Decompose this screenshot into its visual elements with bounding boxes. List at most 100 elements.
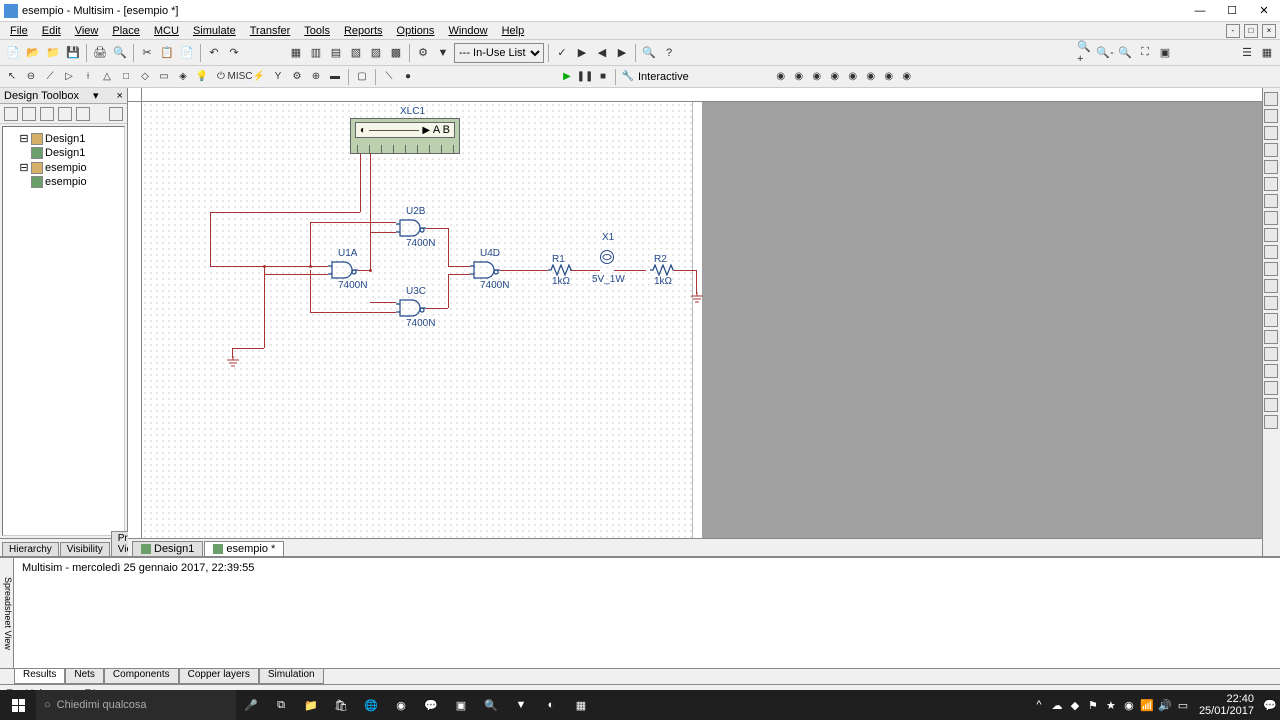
toolbox-close-icon[interactable]: × <box>117 90 123 102</box>
zoom-out-icon[interactable]: 🔍- <box>1096 44 1114 62</box>
tray-volume-icon[interactable]: 🔊 <box>1157 697 1173 713</box>
source-icon[interactable]: ⊖ <box>23 69 39 85</box>
task-app3-icon[interactable]: ▼ <box>506 690 536 720</box>
tray-lang-icon[interactable]: ▭ <box>1175 697 1191 713</box>
diode-icon[interactable]: ▷ <box>61 69 77 85</box>
tray-5-icon[interactable]: ◉ <box>1121 697 1137 713</box>
mdi-minimize[interactable]: - <box>1226 24 1240 38</box>
task-view-icon[interactable]: ⧉ <box>266 690 296 720</box>
instrument-4-icon[interactable] <box>1264 143 1278 157</box>
probe-6-icon[interactable]: ◉ <box>863 69 879 85</box>
btab-simulation[interactable]: Simulation <box>259 669 324 684</box>
layout-3-icon[interactable]: ▤ <box>327 44 345 62</box>
layout-4-icon[interactable]: ▧ <box>347 44 365 62</box>
instrument-12-icon[interactable] <box>1264 279 1278 293</box>
gate-u3c[interactable] <box>396 296 428 320</box>
redo-button[interactable]: ↷ <box>225 44 243 62</box>
misc-icon[interactable]: MISC <box>232 69 248 85</box>
gate-u1a[interactable] <box>328 258 360 282</box>
probe-5-icon[interactable]: ◉ <box>845 69 861 85</box>
undo-button[interactable]: ↶ <box>205 44 223 62</box>
btab-components[interactable]: Components <box>104 669 179 684</box>
canvas-tab-design1[interactable]: Design1 <box>132 541 203 556</box>
probe-8-icon[interactable]: ◉ <box>899 69 915 85</box>
instrument-15-icon[interactable] <box>1264 330 1278 344</box>
tb-refresh-icon[interactable] <box>109 107 123 121</box>
instrument-10-icon[interactable] <box>1264 245 1278 259</box>
start-button[interactable] <box>0 690 36 720</box>
tb-new-icon[interactable] <box>4 107 18 121</box>
instrument-7-icon[interactable] <box>1264 194 1278 208</box>
canvas-tab-esempio[interactable]: esempio * <box>204 541 284 556</box>
tb-save-icon[interactable] <box>40 107 54 121</box>
print-button[interactable]: 🖨 <box>91 44 109 62</box>
resistor-r1[interactable] <box>548 264 572 276</box>
instrument-14-icon[interactable] <box>1264 313 1278 327</box>
bus-icon[interactable]: ⟍ <box>381 69 397 85</box>
menu-options[interactable]: Options <box>391 24 441 38</box>
erc-button[interactable]: ✓ <box>553 44 571 62</box>
tray-notifications-icon[interactable]: 💬 <box>1262 697 1278 713</box>
probe-1-icon[interactable]: ◉ <box>773 69 789 85</box>
interactive-icon[interactable]: 🔧 <box>620 69 636 85</box>
menu-mcu[interactable]: MCU <box>148 24 185 38</box>
open-button[interactable]: 📂 <box>24 44 42 62</box>
inuse-list-dropdown[interactable]: --- In-Use List --- <box>454 43 544 63</box>
schematic-canvas[interactable]: XLC1 ◐▶ A B U1A 7400N <box>142 102 702 538</box>
back-annotate-button[interactable]: ◀ <box>593 44 611 62</box>
run-button[interactable]: ▶ <box>559 69 575 85</box>
task-app4-icon[interactable]: ◐ <box>536 690 566 720</box>
tray-4-icon[interactable]: ★ <box>1103 697 1119 713</box>
forward-annotate-button[interactable]: ▶ <box>613 44 631 62</box>
tray-6-icon[interactable]: 📶 <box>1139 697 1155 713</box>
misc-digital-icon[interactable]: ▭ <box>156 69 172 85</box>
menu-window[interactable]: Window <box>442 24 493 38</box>
instrument-1-icon[interactable] <box>1264 92 1278 106</box>
xlc1[interactable]: ◐▶ A B <box>350 118 460 154</box>
btab-copper[interactable]: Copper layers <box>179 669 259 684</box>
task-store-icon[interactable]: 🛍 <box>326 690 356 720</box>
instrument-8-icon[interactable] <box>1264 211 1278 225</box>
instrument-18-icon[interactable] <box>1264 381 1278 395</box>
lamp-x1[interactable] <box>600 250 614 264</box>
transistor-icon[interactable]: ⟊ <box>80 69 96 85</box>
copy-button[interactable]: 📋 <box>158 44 176 62</box>
gate-u2b[interactable] <box>396 216 428 240</box>
electromech-icon[interactable]: ⚙ <box>289 69 305 85</box>
tray-3-icon[interactable]: ⚑ <box>1085 697 1101 713</box>
tree-root-design1[interactable]: ⊟Design1 <box>7 131 120 146</box>
view-grid-icon[interactable]: ▦ <box>1258 44 1276 62</box>
select-tool-icon[interactable]: ↖ <box>4 69 20 85</box>
tb-saveall-icon[interactable] <box>58 107 72 121</box>
menu-file[interactable]: File <box>4 24 34 38</box>
pause-button[interactable]: ❚❚ <box>577 69 593 85</box>
view-list-icon[interactable]: ☰ <box>1238 44 1256 62</box>
find-button[interactable]: 🔍 <box>640 44 658 62</box>
taskbar-clock[interactable]: 22:40 25/01/2017 <box>1193 693 1260 717</box>
instrument-19-icon[interactable] <box>1264 398 1278 412</box>
print-preview-button[interactable]: 🔍 <box>111 44 129 62</box>
basic-icon[interactable]: ⟋ <box>42 69 58 85</box>
task-chrome-icon[interactable]: 🌐 <box>356 690 386 720</box>
menu-help[interactable]: Help <box>496 24 531 38</box>
instrument-17-icon[interactable] <box>1264 364 1278 378</box>
zoom-fit-icon[interactable]: ⛶ <box>1136 44 1154 62</box>
menu-transfer[interactable]: Transfer <box>244 24 297 38</box>
task-steam-icon[interactable]: ◉ <box>386 690 416 720</box>
task-app2-icon[interactable]: 🔍 <box>476 690 506 720</box>
tree-child-esempio[interactable]: esempio <box>7 175 120 189</box>
probe-4-icon[interactable]: ◉ <box>827 69 843 85</box>
tb-open-icon[interactable] <box>22 107 36 121</box>
task-mic-icon[interactable]: 🎤 <box>236 690 266 720</box>
close-button[interactable]: ✕ <box>1252 3 1276 19</box>
stop-button[interactable]: ■ <box>595 69 611 85</box>
task-explorer-icon[interactable]: 📁 <box>296 690 326 720</box>
tray-up-icon[interactable]: ^ <box>1031 697 1047 713</box>
connector-icon[interactable]: ⊕ <box>308 69 324 85</box>
task-multisim-icon[interactable]: ▦ <box>566 690 596 720</box>
menu-edit[interactable]: Edit <box>36 24 67 38</box>
zoom-in-icon[interactable]: 🔍+ <box>1076 44 1094 62</box>
ttl-icon[interactable]: □ <box>118 69 134 85</box>
junction-icon[interactable]: ● <box>400 69 416 85</box>
paste-button[interactable]: 📄 <box>178 44 196 62</box>
